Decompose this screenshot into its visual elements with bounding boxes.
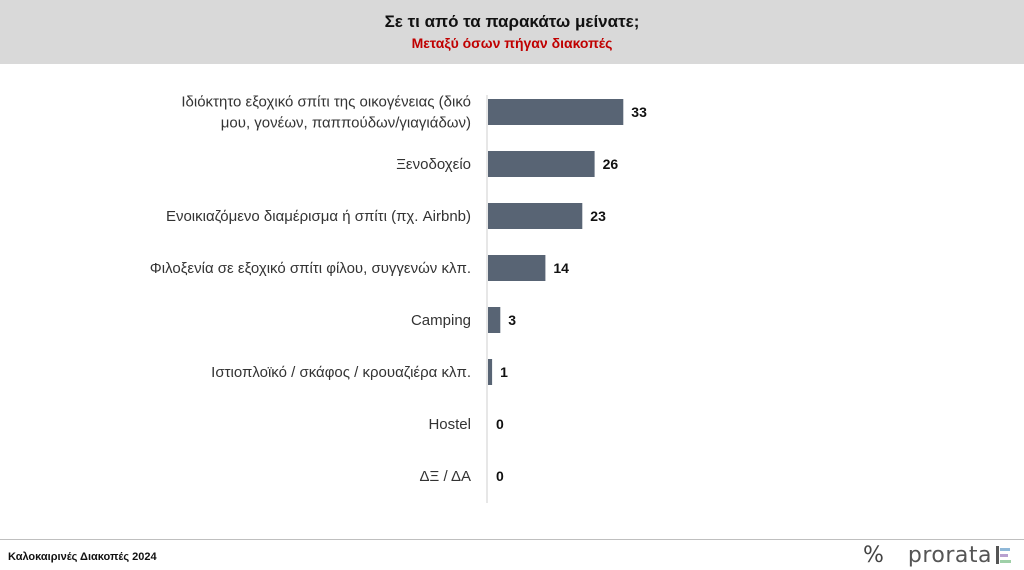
category-label: Φιλοξενία σε εξοχικό σπίτι φίλου, συγγεν… bbox=[150, 260, 471, 277]
value-label: 1 bbox=[500, 364, 508, 380]
bar bbox=[488, 151, 595, 177]
category-label-line: μου, γονέων, παππούδων/γιαγιάδων) bbox=[221, 115, 471, 132]
category-label-line: ΔΞ / ΔΑ bbox=[420, 468, 471, 485]
category-label: Ιστιοπλοϊκό / σκάφος / κρουαζιέρα κλπ. bbox=[211, 364, 471, 381]
bar bbox=[488, 203, 583, 229]
category-label: ΔΞ / ΔΑ bbox=[420, 468, 471, 485]
percent-icon: % bbox=[862, 542, 884, 568]
category-label: Camping bbox=[411, 312, 471, 329]
brand-name: prorata bbox=[907, 542, 992, 568]
value-label: 26 bbox=[603, 156, 619, 172]
category-label-line: Hostel bbox=[428, 416, 471, 433]
value-label: 3 bbox=[508, 312, 516, 328]
brand-logo: % prorata bbox=[863, 542, 1012, 568]
category-label-line: Ξενοδοχείο bbox=[396, 156, 471, 173]
bar bbox=[488, 255, 546, 281]
category-label-line: Φιλοξενία σε εξοχικό σπίτι φίλου, συγγεν… bbox=[150, 260, 471, 277]
bar bbox=[488, 359, 493, 385]
value-label: 33 bbox=[631, 104, 647, 120]
footer-divider bbox=[0, 539, 1024, 540]
category-label: Ξενοδοχείο bbox=[396, 156, 471, 173]
category-label: Hostel bbox=[428, 416, 471, 433]
value-label: 14 bbox=[553, 260, 569, 276]
bar-chart: Ιδιόκτητο εξοχικό σπίτι της οικογένειας … bbox=[150, 94, 647, 503]
chart-title: Σε τι από τα παρακάτω μείνατε; bbox=[384, 12, 640, 31]
value-label: 0 bbox=[496, 468, 504, 484]
chart-subtitle: Μεταξύ όσων πήγαν διακοπές bbox=[411, 35, 613, 51]
footer-caption: Καλοκαιρινές Διακοπές 2024 bbox=[8, 551, 157, 563]
value-label: 23 bbox=[590, 208, 606, 224]
bars-logo-icon bbox=[996, 546, 1011, 564]
bar bbox=[488, 307, 501, 333]
category-label-line: Ενοικιαζόμενο διαμέρισμα ή σπίτι (πχ. Ai… bbox=[166, 208, 471, 225]
category-label-line: Ιδιόκτητο εξοχικό σπίτι της οικογένειας … bbox=[181, 94, 471, 111]
header-bar: Σε τι από τα παρακάτω μείνατε; Μεταξύ όσ… bbox=[0, 0, 1024, 64]
value-label: 0 bbox=[496, 416, 504, 432]
category-label: Ιδιόκτητο εξοχικό σπίτι της οικογένειας … bbox=[181, 94, 471, 132]
category-label-line: Camping bbox=[411, 312, 471, 329]
bar bbox=[488, 99, 624, 125]
category-label-line: Ιστιοπλοϊκό / σκάφος / κρουαζιέρα κλπ. bbox=[211, 364, 471, 381]
category-label: Ενοικιαζόμενο διαμέρισμα ή σπίτι (πχ. Ai… bbox=[166, 208, 471, 225]
